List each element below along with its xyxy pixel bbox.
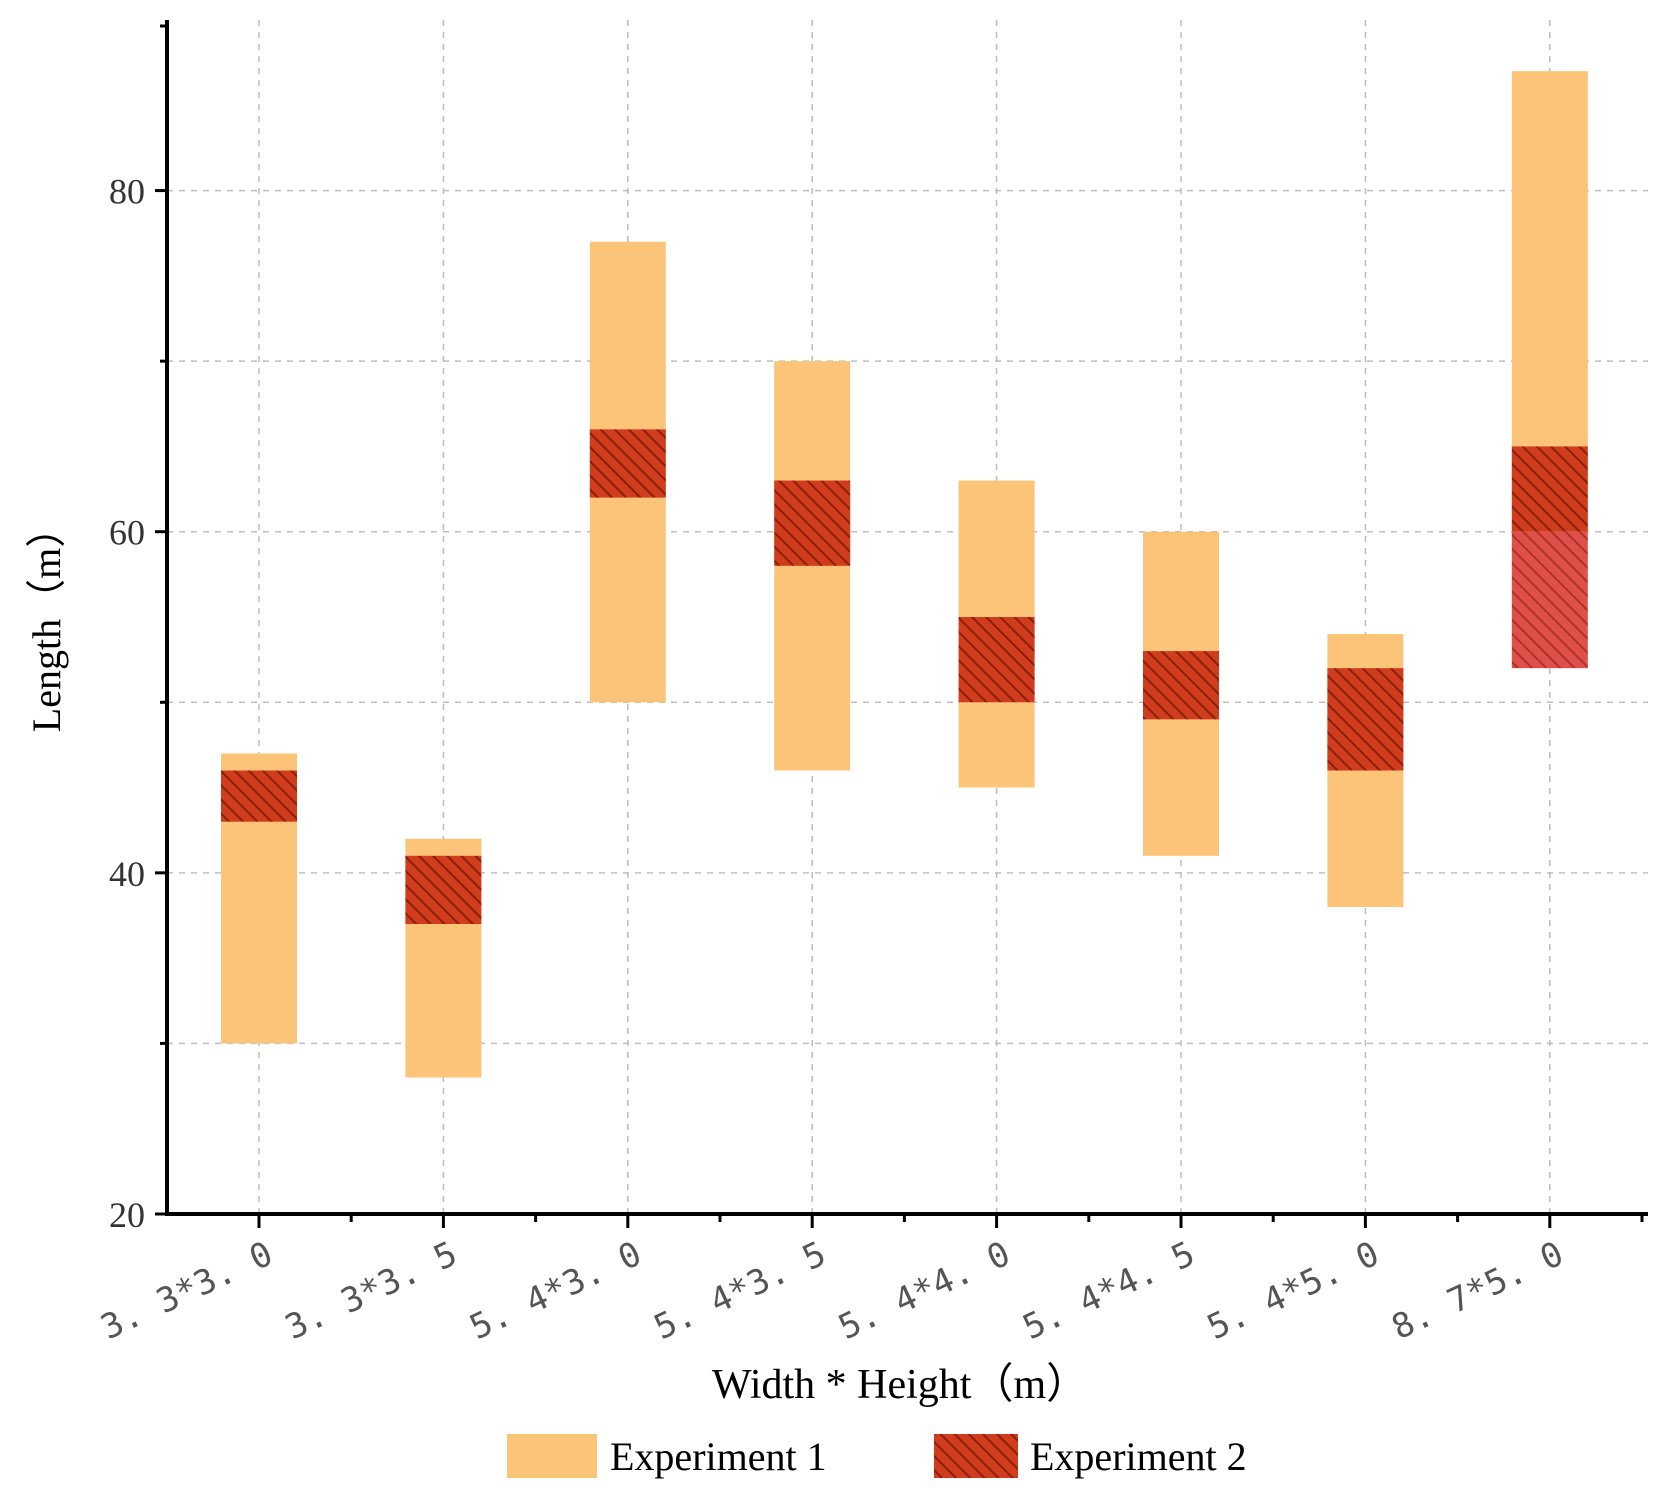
bar-experiment-2	[589, 429, 666, 498]
y-tick-labels: 20 40 60 80	[109, 172, 145, 1235]
y-tick-label: 80	[109, 172, 145, 212]
legend-swatch-experiment-1	[507, 1434, 597, 1478]
x-tick-label: 5. 4*5. 0	[1201, 1234, 1385, 1348]
grid-lines	[167, 20, 1648, 1214]
bar-experiment-2	[1511, 446, 1588, 532]
legend: Experiment 1 Experiment 2	[507, 1434, 1247, 1479]
x-axis-title: Width * Height（m）	[712, 1362, 1088, 1408]
axes	[165, 20, 1648, 1216]
legend-label-experiment-2: Experiment 2	[1030, 1434, 1247, 1479]
y-tick-label: 20	[109, 1195, 145, 1235]
bar-experiment-2	[1143, 651, 1219, 720]
bar-experiment-2-nonoverlap	[1511, 531, 1588, 669]
axis-ticks	[155, 24, 1644, 1228]
x-tick-label: 5. 4*4. 0	[833, 1234, 1017, 1348]
series-experiment-1	[221, 71, 1588, 1078]
x-tick-label: 5. 4*3. 0	[464, 1234, 648, 1348]
y-axis-title: Length（m）	[24, 508, 69, 732]
bar-experiment-2	[958, 617, 1035, 703]
x-tick-labels: 3. 3*3. 0 3. 3*3. 5 5. 4*3. 0 5. 4*3. 5 5. 4…	[95, 1234, 1570, 1348]
legend-label-experiment-1: Experiment 1	[610, 1434, 827, 1479]
series-experiment-2	[221, 429, 1588, 925]
x-tick-label: 3. 3*3. 0	[95, 1234, 279, 1348]
y-tick-label: 60	[109, 513, 145, 553]
bar-experiment-2	[405, 855, 482, 925]
x-tick-label: 3. 3*3. 5	[279, 1234, 463, 1348]
y-tick-label: 40	[109, 854, 145, 894]
bar-experiment-2	[1327, 668, 1404, 771]
legend-swatch-experiment-2	[934, 1434, 1018, 1478]
x-tick-label: 8. 7*5. 0	[1386, 1234, 1570, 1348]
bar-experiment-2	[221, 770, 297, 822]
x-tick-label: 5. 4*3. 5	[648, 1234, 832, 1348]
x-tick-label: 5. 4*4. 5	[1017, 1234, 1201, 1348]
bar-experiment-2	[774, 480, 851, 566]
